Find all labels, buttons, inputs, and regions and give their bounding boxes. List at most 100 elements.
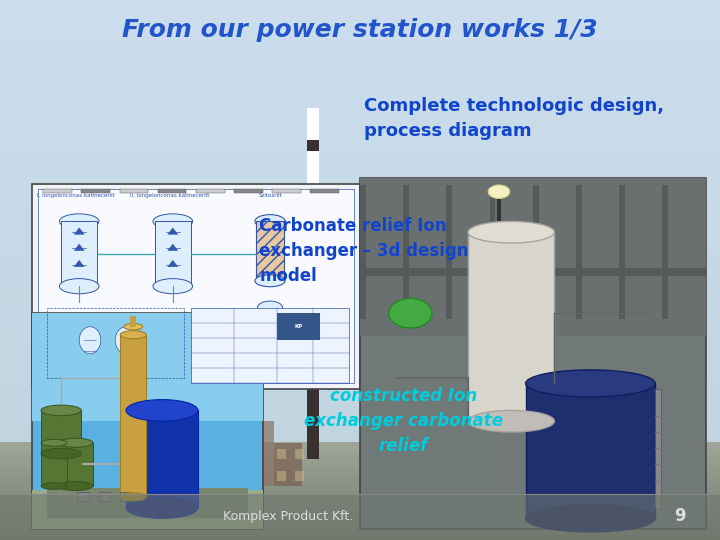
Bar bbox=[277, 471, 286, 481]
Bar bbox=[540, 449, 549, 459]
Bar bbox=[191, 308, 349, 383]
Bar bbox=[120, 335, 146, 497]
Bar bbox=[274, 443, 302, 486]
Ellipse shape bbox=[153, 214, 193, 229]
Bar bbox=[446, 471, 455, 481]
Bar bbox=[497, 194, 501, 221]
Bar bbox=[518, 432, 576, 486]
Text: 9: 9 bbox=[675, 507, 686, 525]
Bar bbox=[120, 492, 132, 501]
Ellipse shape bbox=[41, 483, 67, 489]
Bar bbox=[47, 488, 248, 518]
Bar bbox=[360, 268, 706, 276]
Bar bbox=[307, 194, 319, 227]
Bar bbox=[126, 410, 198, 508]
Bar bbox=[43, 189, 72, 193]
Text: Szitosrilt: Szitosrilt bbox=[258, 193, 282, 198]
Bar bbox=[277, 449, 286, 459]
Ellipse shape bbox=[120, 492, 146, 501]
Bar bbox=[360, 178, 706, 529]
Bar bbox=[32, 184, 360, 389]
Bar bbox=[533, 185, 539, 319]
Text: I. Iongelonconas katinecerilt: I. Iongelonconas katinecerilt bbox=[37, 193, 114, 198]
Ellipse shape bbox=[120, 330, 146, 339]
Bar bbox=[47, 308, 184, 378]
Bar bbox=[158, 189, 186, 193]
Bar bbox=[81, 189, 110, 193]
Bar bbox=[234, 471, 243, 481]
Bar bbox=[252, 449, 261, 459]
Bar bbox=[234, 449, 243, 459]
Bar bbox=[522, 471, 531, 481]
Ellipse shape bbox=[79, 327, 101, 354]
Bar bbox=[155, 221, 191, 286]
Ellipse shape bbox=[58, 482, 93, 490]
Bar bbox=[468, 232, 554, 421]
Ellipse shape bbox=[255, 214, 285, 228]
Bar bbox=[364, 449, 372, 459]
Ellipse shape bbox=[59, 279, 99, 294]
Bar bbox=[58, 443, 93, 486]
Ellipse shape bbox=[41, 448, 81, 459]
Bar bbox=[234, 189, 263, 193]
Bar bbox=[428, 471, 437, 481]
Bar bbox=[295, 471, 304, 481]
Bar bbox=[130, 316, 136, 327]
Bar bbox=[32, 313, 263, 529]
Bar bbox=[32, 313, 263, 421]
Bar bbox=[99, 492, 110, 501]
Bar bbox=[526, 383, 655, 518]
Bar bbox=[230, 421, 274, 486]
Bar bbox=[446, 185, 452, 319]
Bar bbox=[446, 449, 455, 459]
Text: Carbonate relief Ion
exchanger – 3d design
model: Carbonate relief Ion exchanger – 3d desi… bbox=[259, 217, 469, 285]
Bar bbox=[307, 135, 319, 459]
Ellipse shape bbox=[526, 370, 655, 397]
Ellipse shape bbox=[126, 400, 198, 421]
Bar bbox=[272, 189, 301, 193]
Bar bbox=[619, 185, 625, 319]
Bar bbox=[490, 185, 495, 319]
Bar bbox=[360, 410, 418, 486]
Bar bbox=[655, 389, 661, 508]
Bar bbox=[307, 108, 319, 140]
Text: constructed Ion
exchanger carbonate
relief: constructed Ion exchanger carbonate reli… bbox=[304, 387, 503, 455]
Bar bbox=[120, 189, 148, 193]
Ellipse shape bbox=[41, 440, 67, 446]
Text: KP: KP bbox=[294, 324, 303, 329]
Ellipse shape bbox=[468, 410, 554, 432]
Ellipse shape bbox=[153, 279, 193, 294]
Bar bbox=[196, 189, 225, 193]
Bar bbox=[252, 471, 261, 481]
Bar bbox=[61, 221, 97, 286]
Bar bbox=[307, 151, 319, 184]
Bar bbox=[77, 492, 89, 501]
Bar bbox=[364, 471, 372, 481]
Bar bbox=[576, 185, 582, 319]
Bar bbox=[256, 221, 284, 281]
Bar bbox=[310, 189, 339, 193]
Text: Complete technologic design,
process diagram: Complete technologic design, process dia… bbox=[364, 97, 664, 140]
Bar bbox=[540, 471, 549, 481]
Ellipse shape bbox=[488, 185, 510, 199]
Bar bbox=[38, 189, 354, 383]
Bar bbox=[0, 494, 720, 540]
Bar bbox=[41, 443, 67, 486]
Bar bbox=[428, 449, 437, 459]
Bar bbox=[403, 185, 409, 319]
Bar bbox=[295, 449, 304, 459]
Ellipse shape bbox=[255, 275, 285, 287]
Bar bbox=[425, 389, 511, 486]
Bar bbox=[360, 178, 706, 336]
Ellipse shape bbox=[126, 497, 198, 518]
Ellipse shape bbox=[58, 438, 93, 447]
Ellipse shape bbox=[468, 221, 554, 243]
Text: Komplex Product Kft.: Komplex Product Kft. bbox=[223, 510, 353, 523]
Ellipse shape bbox=[124, 323, 143, 330]
Ellipse shape bbox=[526, 505, 655, 532]
Bar bbox=[662, 185, 668, 319]
Bar bbox=[360, 185, 366, 319]
Text: II. Iongelonconas katinecerilt: II. Iongelonconas katinecerilt bbox=[130, 193, 209, 198]
Bar bbox=[277, 313, 320, 340]
Bar bbox=[382, 471, 390, 481]
